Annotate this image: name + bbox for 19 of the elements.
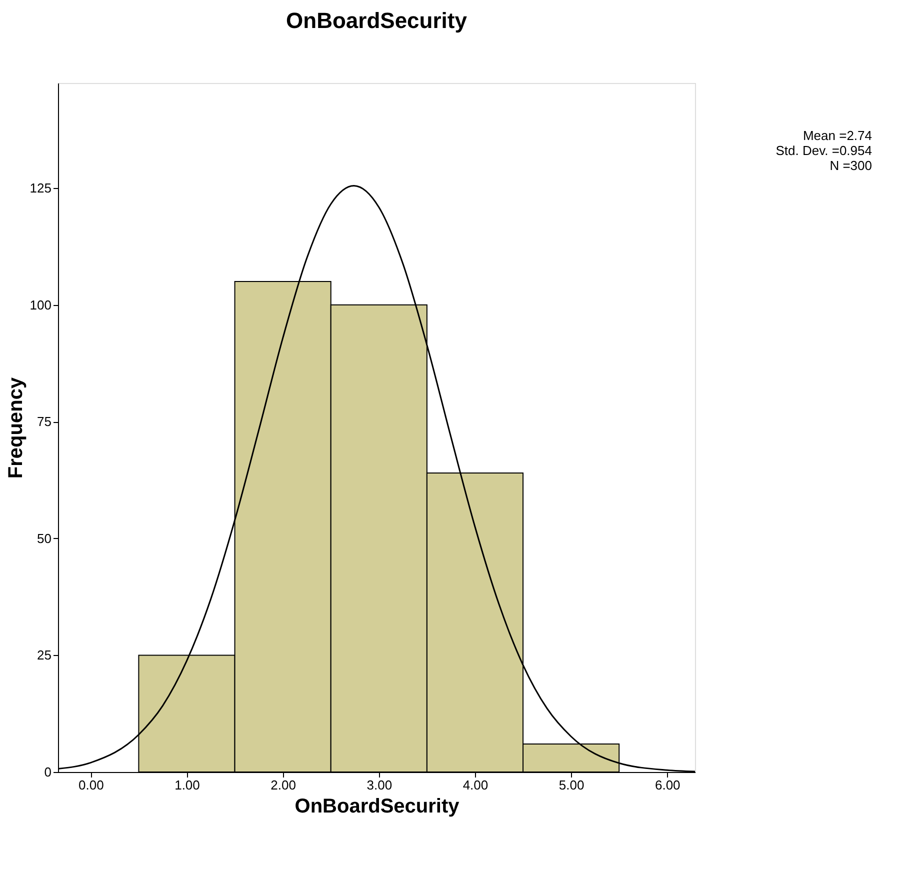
- x-tick-label: 6.00: [654, 778, 680, 792]
- text: Mean =2.74: [802, 128, 872, 143]
- text: N =300: [830, 158, 872, 173]
- y-tick-label: 0: [44, 764, 52, 780]
- x-axis-title: OnBoardSecurity: [294, 796, 460, 818]
- y-tick-label: 100: [30, 297, 52, 312]
- x-tick-label: 3.00: [366, 778, 392, 792]
- x-tick-label: 2.00: [270, 778, 296, 792]
- y-axis-title: Frequency: [4, 376, 27, 479]
- text: Std. Dev. =0.954: [776, 143, 872, 158]
- x-tick-label: 5.00: [558, 778, 584, 792]
- y-tick-label: 75: [37, 414, 52, 430]
- y-tick-label: 25: [37, 648, 52, 663]
- y-tick-label: 50: [37, 530, 52, 546]
- y-tick-label: 125: [30, 180, 52, 196]
- x-tick-label: 4.00: [462, 778, 488, 792]
- x-tick-label: 1.00: [174, 778, 200, 792]
- chart-title: OnBoardSecurity: [286, 8, 468, 33]
- x-tick-label: 0.00: [78, 778, 104, 792]
